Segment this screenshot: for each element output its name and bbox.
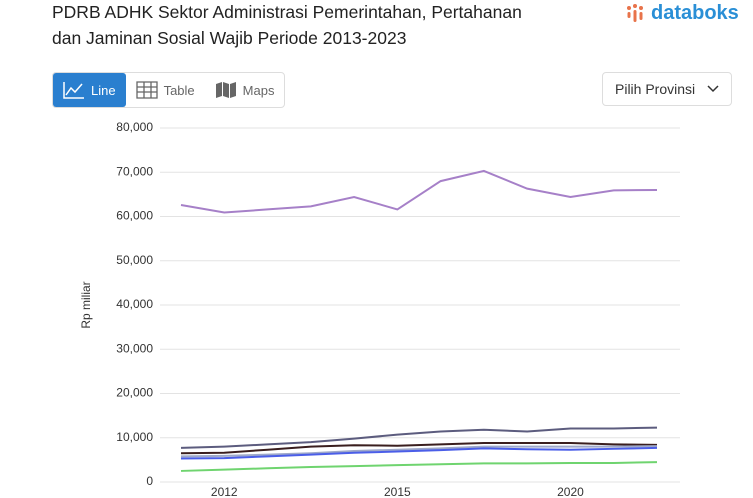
series-line — [180, 426, 658, 449]
table-icon — [135, 81, 158, 99]
series-line — [180, 445, 658, 458]
y-tick-label: 80,000 — [116, 120, 153, 134]
y-tick-label: 40,000 — [116, 297, 153, 311]
x-tick-label: 2020 — [557, 485, 584, 498]
y-tick-label: 60,000 — [116, 209, 153, 223]
tab-label: Maps — [242, 82, 275, 98]
view-tabs: Line Table Maps — [52, 72, 285, 108]
tab-line[interactable]: Line — [53, 73, 126, 107]
logo-icon — [627, 3, 643, 22]
dropdown-label: Pilih Provinsi — [615, 81, 696, 97]
tab-table[interactable]: Table — [126, 73, 205, 107]
logo-text: databoks — [651, 2, 739, 24]
y-tick-label: 50,000 — [116, 253, 153, 267]
series-line — [180, 169, 658, 214]
chart-title: PDRB ADHK Sektor Administrasi Pemerintah… — [52, 2, 522, 22]
series-line — [180, 461, 658, 472]
tab-label: Table — [163, 82, 195, 98]
series-line — [180, 446, 658, 460]
y-axis-label: Rp miliar — [79, 281, 93, 328]
x-tick-label: 2012 — [211, 485, 238, 498]
series-line — [180, 442, 658, 455]
y-tick-label: 30,000 — [116, 341, 153, 355]
y-tick-label: 20,000 — [116, 386, 153, 400]
y-tick-label: 10,000 — [116, 430, 153, 444]
tab-maps[interactable]: Maps — [205, 73, 285, 107]
chart-subtitle: dan Jaminan Sosial Wajib Periode 2013-20… — [52, 28, 407, 48]
province-dropdown[interactable]: Pilih Provinsi — [602, 72, 732, 106]
x-tick-label: 2015 — [384, 485, 411, 498]
maps-icon — [215, 82, 236, 98]
y-tick-label: 0 — [146, 474, 153, 488]
line-icon — [63, 82, 84, 99]
tab-label: Line — [91, 82, 116, 98]
y-tick-label: 70,000 — [116, 164, 153, 178]
chevron — [707, 85, 719, 93]
logo[interactable]: databoks — [626, 2, 739, 25]
